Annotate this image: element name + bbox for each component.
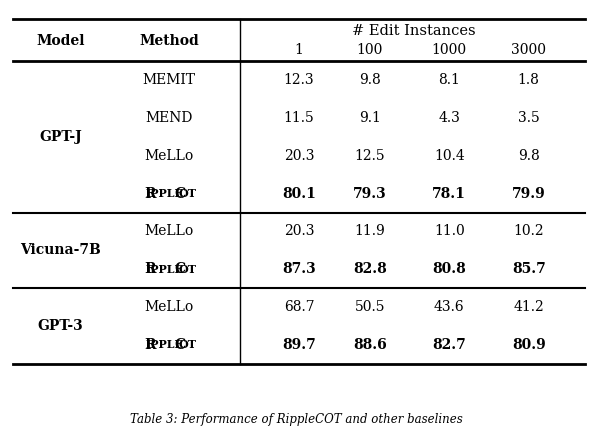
Text: C: C [174, 262, 185, 276]
Text: 4.3: 4.3 [438, 111, 460, 125]
Text: OT: OT [178, 264, 196, 275]
Text: 88.6: 88.6 [353, 338, 387, 352]
Text: 9.8: 9.8 [518, 149, 540, 163]
Text: 68.7: 68.7 [284, 300, 314, 314]
Text: MeLLo: MeLLo [144, 149, 194, 163]
Text: 12.3: 12.3 [284, 73, 314, 87]
Text: OT: OT [178, 188, 196, 199]
Text: C: C [174, 187, 185, 201]
Text: 79.9: 79.9 [512, 187, 546, 201]
Text: 80.1: 80.1 [282, 187, 316, 201]
Text: GPT-3: GPT-3 [37, 319, 83, 333]
Text: 1: 1 [294, 43, 303, 57]
Text: R: R [144, 187, 155, 201]
Text: 9.1: 9.1 [359, 111, 381, 125]
Text: Vicuna-7B: Vicuna-7B [20, 243, 101, 257]
Text: 11.9: 11.9 [354, 225, 385, 238]
Text: R: R [144, 338, 155, 352]
Text: Model: Model [36, 34, 85, 48]
Text: IPPLE: IPPLE [146, 339, 184, 350]
Text: 82.8: 82.8 [353, 262, 387, 276]
Text: # Edit Instances: # Edit Instances [352, 25, 475, 38]
Text: 9.8: 9.8 [359, 73, 381, 87]
Text: 11.5: 11.5 [284, 111, 314, 125]
Text: 10.4: 10.4 [434, 149, 465, 163]
Text: R: R [144, 262, 155, 276]
Text: 41.2: 41.2 [513, 300, 544, 314]
Text: 8.1: 8.1 [438, 73, 460, 87]
Text: 1000: 1000 [432, 43, 466, 57]
Text: MEND: MEND [146, 111, 193, 125]
Text: 89.7: 89.7 [282, 338, 316, 352]
Text: GPT-J: GPT-J [39, 130, 82, 144]
Text: 85.7: 85.7 [512, 262, 546, 276]
Text: C: C [174, 338, 185, 352]
Text: 80.8: 80.8 [432, 262, 466, 276]
Text: 82.7: 82.7 [432, 338, 466, 352]
Text: MeLLo: MeLLo [144, 225, 194, 238]
Text: Method: Method [140, 34, 199, 48]
Text: 20.3: 20.3 [284, 149, 314, 163]
Text: MEMIT: MEMIT [143, 73, 196, 87]
Text: 100: 100 [356, 43, 383, 57]
Text: 10.2: 10.2 [513, 225, 544, 238]
Text: Table 3: Performance of RippleCOT and other baselines: Table 3: Performance of RippleCOT and ot… [130, 413, 462, 426]
Text: 78.1: 78.1 [432, 187, 466, 201]
Text: 11.0: 11.0 [434, 225, 465, 238]
Text: 3000: 3000 [511, 43, 546, 57]
Text: 3.5: 3.5 [518, 111, 540, 125]
Text: 1.8: 1.8 [518, 73, 540, 87]
Text: 87.3: 87.3 [282, 262, 316, 276]
Text: OT: OT [178, 339, 196, 350]
Text: IPPLE: IPPLE [146, 264, 184, 275]
Text: 20.3: 20.3 [284, 225, 314, 238]
Text: 50.5: 50.5 [355, 300, 385, 314]
Text: MeLLo: MeLLo [144, 300, 194, 314]
Text: IPPLE: IPPLE [146, 188, 184, 199]
Text: 80.9: 80.9 [512, 338, 546, 352]
Text: 12.5: 12.5 [355, 149, 385, 163]
Text: 79.3: 79.3 [353, 187, 387, 201]
Text: 43.6: 43.6 [434, 300, 465, 314]
